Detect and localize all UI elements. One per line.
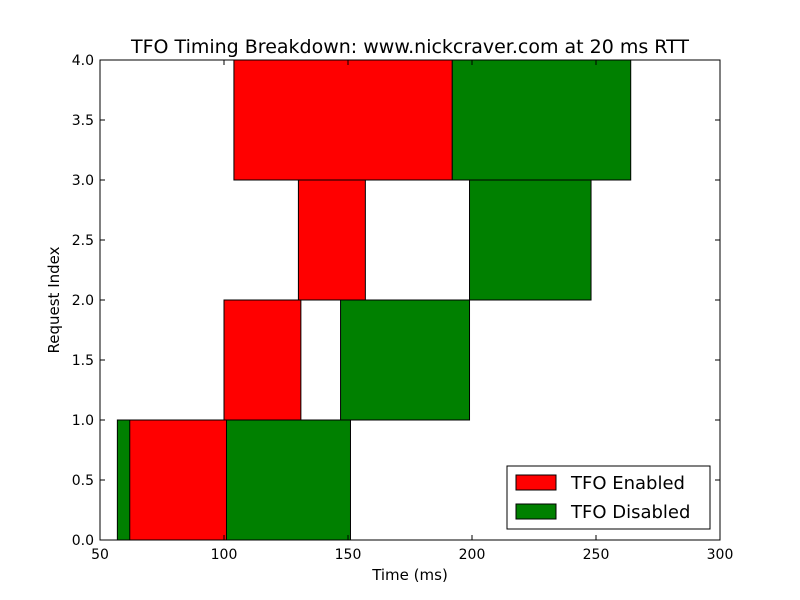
y-tick-label: 1.0: [72, 413, 94, 429]
y-tick-label: 0.0: [72, 533, 94, 549]
bar-tfo-enabled-request-0: [129, 419, 227, 541]
x-axis-label: Time (ms): [371, 566, 448, 584]
x-tick-label: 100: [211, 547, 238, 563]
bar-tfo-disabled-request-2: [469, 179, 592, 301]
y-tick-label: 0.5: [72, 473, 94, 489]
x-tick-label: 200: [459, 547, 486, 563]
x-tick-label: 150: [335, 547, 362, 563]
bar-tfo-enabled-request-1: [223, 299, 302, 421]
y-tick-label: 2.5: [72, 233, 94, 249]
legend-entry: TFO Enabled: [570, 473, 685, 494]
y-tick-label: 4.0: [72, 53, 94, 69]
x-tick-label: 50: [91, 547, 109, 563]
legend-entry: TFO Disabled: [570, 502, 690, 523]
y-tick-label: 2.0: [72, 293, 94, 309]
y-tick-label: 3.5: [72, 113, 94, 129]
y-tick-label: 1.5: [72, 353, 94, 369]
legend-swatch: [515, 474, 557, 491]
ticks-group: 50 100 150 200 250 300 0.0 0.5 1.0 1.5 2.0 2.5 3.0 3.…: [72, 53, 734, 563]
bars-group: [116, 59, 632, 541]
legend: TFO Enabled TFO Disabled: [506, 465, 711, 530]
chart-title: TFO Timing Breakdown: www.nickcraver.com…: [130, 36, 689, 58]
bar-tfo-disabled-request-3: [451, 59, 632, 181]
bar-tfo-disabled-request-1: [340, 299, 471, 421]
bar-tfo-enabled-request-3: [233, 59, 453, 181]
y-tick-label: 3.0: [72, 173, 94, 189]
bar-tfo-enabled-request-2: [297, 179, 366, 301]
legend-swatch: [515, 503, 557, 520]
x-tick-label: 250: [583, 547, 610, 563]
x-tick-label: 300: [707, 547, 734, 563]
y-axis-label: Request Index: [45, 246, 63, 353]
